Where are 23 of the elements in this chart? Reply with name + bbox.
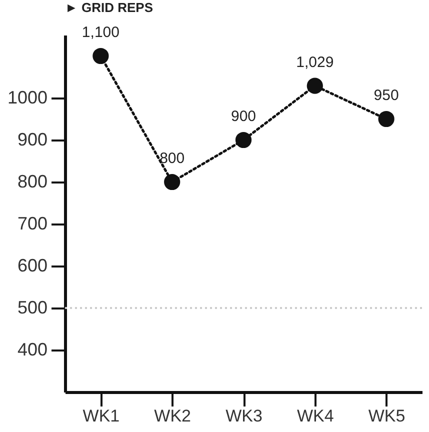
point xyxy=(235,132,252,148)
x-tick-label: WK1 xyxy=(82,406,120,426)
y-tick-label: 600 xyxy=(17,256,48,276)
y-tick-label: 800 xyxy=(17,172,48,192)
x-tick-label: WK5 xyxy=(368,406,406,426)
x-tick-label: WK2 xyxy=(154,406,192,426)
y-tick-label: 1000 xyxy=(7,88,48,108)
y-tick-label: 900 xyxy=(17,130,48,150)
data-label: 900 xyxy=(230,108,256,125)
y-tick-label: 700 xyxy=(17,214,48,234)
x-tick-label: WK3 xyxy=(226,406,262,426)
x-tick-label: WK4 xyxy=(296,406,334,426)
point xyxy=(164,174,180,190)
data-label: 1,029 xyxy=(296,54,334,71)
data-label: 1,100 xyxy=(82,24,120,41)
chart-title: ► GRID REPS xyxy=(65,0,154,15)
point xyxy=(92,48,109,64)
y-tick-label: 400 xyxy=(17,340,48,360)
point xyxy=(306,78,323,94)
y-tick-label: 500 xyxy=(17,298,48,318)
data-label: 950 xyxy=(374,87,399,104)
point xyxy=(378,110,394,128)
data-label: 800 xyxy=(160,150,185,167)
